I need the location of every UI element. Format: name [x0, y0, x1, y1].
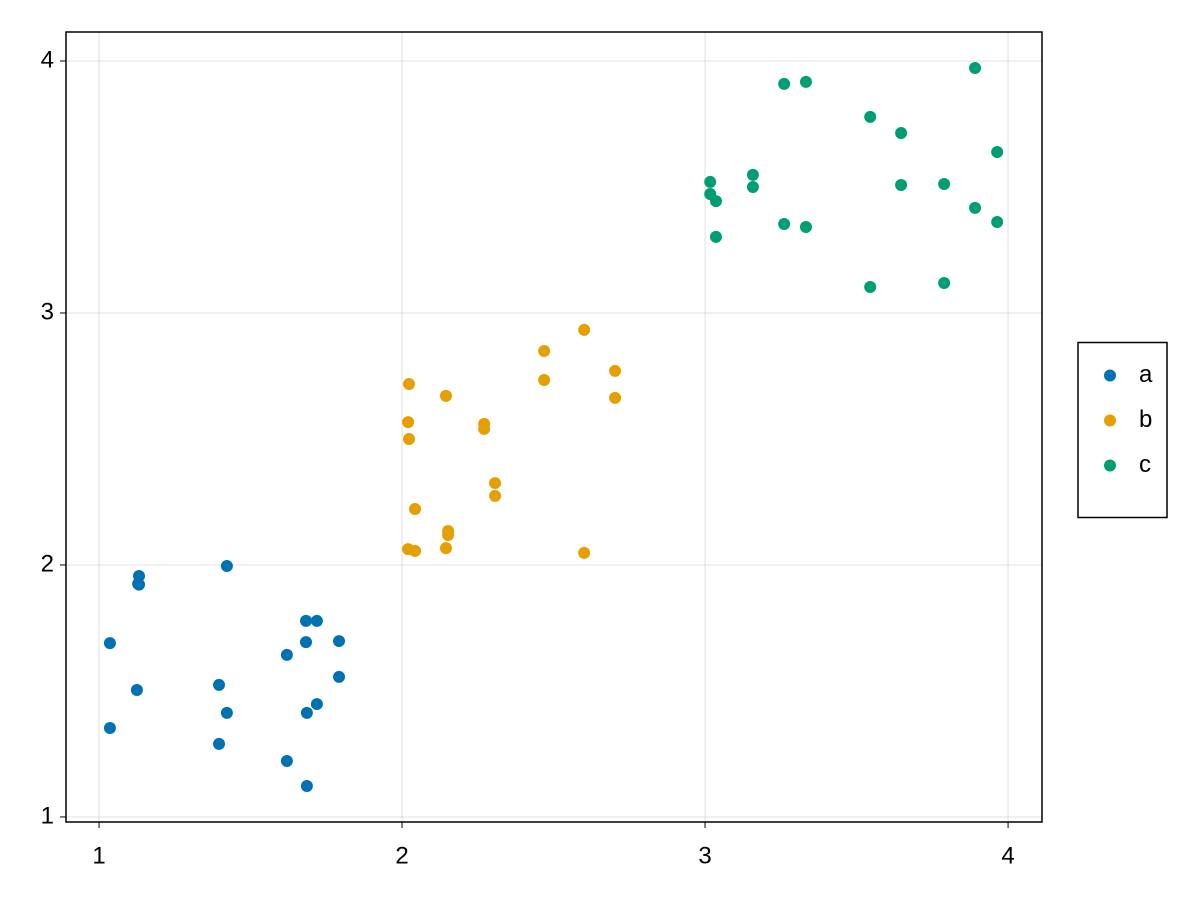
point [133, 578, 146, 591]
point [213, 737, 226, 750]
legend-label: c [1139, 451, 1151, 478]
point [299, 614, 312, 627]
point [280, 755, 293, 768]
point [895, 178, 908, 191]
point [299, 636, 312, 649]
x-tick-label: 4 [1001, 842, 1014, 869]
point [403, 432, 416, 445]
point [746, 168, 759, 181]
point [864, 110, 877, 123]
point [746, 180, 759, 193]
point [609, 391, 622, 404]
legend-label: b [1139, 406, 1152, 433]
legend-marker [1104, 459, 1116, 472]
point [310, 614, 323, 627]
point [778, 77, 791, 90]
legend-box [1077, 341, 1168, 519]
x-tick-label: 2 [395, 842, 408, 869]
point [938, 177, 951, 190]
y-tick-label: 2 [41, 550, 54, 577]
point [778, 218, 791, 231]
point [938, 276, 951, 289]
point [300, 779, 313, 792]
plot-frame [65, 31, 1043, 823]
point [310, 698, 323, 711]
legend-marker [1104, 414, 1116, 427]
point [130, 683, 143, 696]
y-tick-label: 4 [41, 46, 54, 73]
x-tick-label: 3 [698, 842, 711, 869]
point [403, 378, 416, 391]
point [300, 706, 313, 719]
point [538, 374, 551, 387]
point [409, 503, 422, 516]
point [704, 175, 717, 188]
point [280, 648, 293, 661]
x-tick-label: 1 [92, 842, 105, 869]
point [578, 323, 591, 336]
point [489, 477, 502, 490]
point [864, 281, 877, 294]
point [439, 542, 452, 555]
point [409, 544, 422, 557]
point [103, 722, 116, 735]
point [333, 635, 346, 648]
point [103, 637, 116, 650]
point [442, 528, 455, 541]
point [402, 416, 415, 429]
point [439, 389, 452, 402]
point [799, 75, 812, 88]
point [799, 221, 812, 234]
point [213, 678, 226, 691]
y-tick-label: 1 [41, 802, 54, 829]
legend-marker [1104, 369, 1116, 382]
point [969, 62, 982, 75]
point [895, 127, 908, 140]
point [333, 670, 346, 683]
point [578, 546, 591, 559]
point [220, 559, 233, 572]
point [709, 195, 722, 208]
point [538, 345, 551, 358]
point [991, 145, 1004, 158]
point [969, 201, 982, 214]
point [709, 230, 722, 243]
point [478, 422, 491, 435]
point [991, 216, 1004, 229]
point [489, 489, 502, 502]
point [609, 364, 622, 377]
legend-label: a [1139, 361, 1153, 388]
y-tick-label: 3 [41, 298, 54, 325]
point [220, 706, 233, 719]
